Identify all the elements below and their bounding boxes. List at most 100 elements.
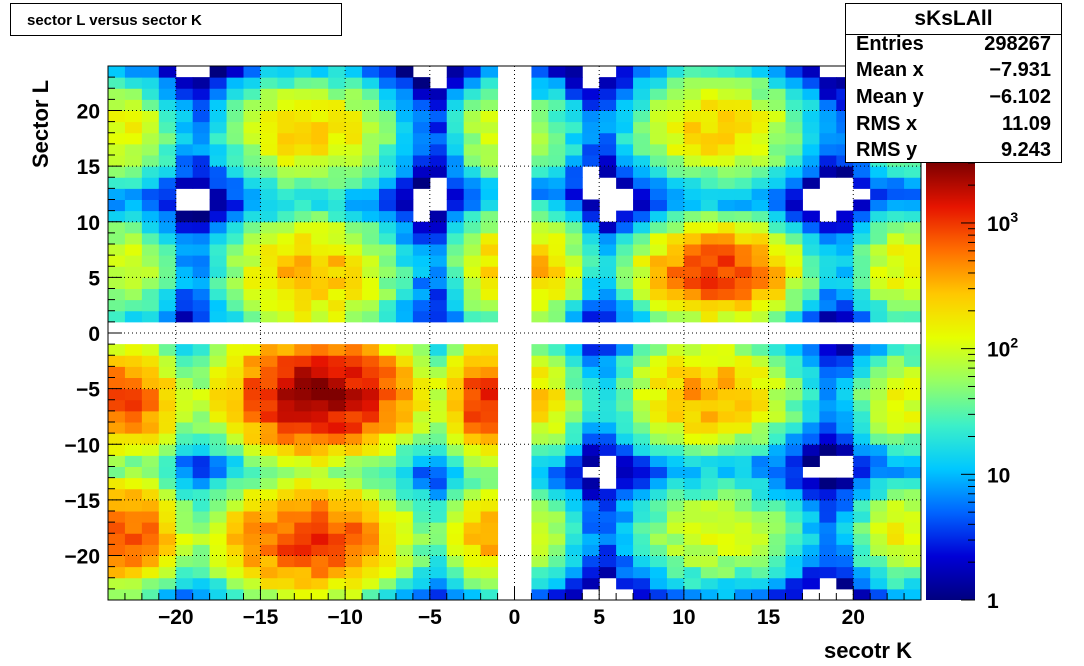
heatmap-cell bbox=[379, 244, 397, 256]
heatmap-cell bbox=[531, 488, 549, 501]
heatmap-cell bbox=[345, 433, 363, 445]
heatmap-cell bbox=[311, 433, 329, 445]
heatmap-cell bbox=[243, 166, 261, 178]
heatmap-cell bbox=[345, 577, 363, 590]
heatmap-cell bbox=[277, 544, 295, 556]
heatmap-cell bbox=[294, 310, 312, 323]
heatmap-cell bbox=[802, 288, 820, 301]
heatmap-cell bbox=[294, 544, 312, 556]
stat-value: −6.102 bbox=[989, 86, 1051, 108]
heatmap-cell bbox=[548, 266, 566, 278]
heatmap-cell bbox=[379, 155, 397, 167]
heatmap-cell bbox=[734, 199, 753, 212]
y-tick-label: −5 bbox=[76, 379, 100, 402]
heatmap-cell bbox=[141, 544, 160, 556]
heatmap-cell bbox=[175, 344, 194, 356]
heatmap-cell bbox=[904, 210, 922, 223]
heatmap-cell bbox=[751, 255, 770, 267]
heatmap-cell bbox=[616, 377, 634, 390]
heatmap-cell bbox=[683, 221, 702, 234]
heatmap-cell bbox=[548, 433, 566, 445]
heatmap-cell bbox=[294, 388, 312, 401]
heatmap-cell bbox=[412, 555, 431, 568]
heatmap-cell bbox=[141, 377, 160, 390]
heatmap-cell bbox=[650, 544, 668, 556]
heatmap-cell bbox=[226, 166, 244, 178]
heatmap-cell bbox=[785, 177, 803, 189]
heatmap-cell bbox=[700, 155, 719, 167]
heatmap-cell bbox=[870, 499, 888, 512]
heatmap-cell bbox=[700, 288, 719, 301]
heatmap-cell bbox=[683, 255, 702, 267]
heatmap-cell bbox=[463, 433, 482, 445]
stat-value: 298267 bbox=[984, 33, 1051, 55]
heatmap-cell bbox=[141, 288, 160, 301]
heatmap-cell bbox=[836, 388, 854, 401]
heatmap-cell bbox=[531, 221, 549, 234]
heatmap-cell bbox=[717, 433, 736, 445]
heatmap-cell bbox=[362, 266, 380, 278]
heatmap-cell bbox=[599, 143, 617, 156]
heatmap-cell bbox=[175, 577, 194, 590]
heatmap-cell bbox=[175, 455, 194, 467]
heatmap-cell bbox=[904, 355, 922, 367]
heatmap-cell bbox=[751, 533, 770, 545]
heatmap-cell bbox=[175, 221, 194, 234]
heatmap-cell bbox=[819, 555, 837, 568]
heatmap-cell bbox=[582, 433, 600, 445]
heatmap-cell bbox=[785, 466, 803, 479]
heatmap-cell bbox=[463, 221, 482, 234]
heatmap-cell bbox=[616, 544, 634, 556]
heatmap-cell bbox=[395, 388, 414, 401]
heatmap-cell bbox=[446, 533, 465, 545]
heatmap-cell bbox=[768, 132, 786, 145]
heatmap-cell bbox=[108, 66, 126, 78]
heatmap-cell bbox=[700, 555, 719, 568]
heatmap-cell bbox=[226, 221, 244, 234]
heatmap-cell bbox=[683, 555, 702, 568]
heatmap-cell bbox=[175, 277, 194, 289]
heatmap-cell bbox=[108, 155, 126, 167]
heatmap-cell bbox=[446, 477, 465, 490]
heatmap-cell bbox=[328, 166, 346, 178]
heatmap-cell bbox=[734, 99, 753, 111]
heatmap-cell bbox=[379, 410, 397, 423]
heatmap-cell bbox=[683, 344, 702, 356]
heatmap-cell bbox=[887, 522, 905, 534]
heatmap-cell bbox=[599, 99, 617, 111]
heatmap-cell bbox=[175, 533, 194, 545]
heatmap-cell bbox=[768, 444, 786, 456]
heatmap-cell bbox=[480, 555, 499, 568]
heatmap-cell bbox=[700, 388, 719, 401]
heatmap-cell bbox=[446, 388, 465, 401]
heatmap-cell bbox=[582, 410, 600, 423]
heatmap-cell bbox=[802, 210, 820, 223]
heatmap-cell bbox=[345, 199, 363, 212]
heatmap-cell bbox=[785, 66, 803, 78]
heatmap-cell bbox=[683, 266, 702, 278]
heatmap-cell bbox=[853, 344, 871, 356]
heatmap-cell bbox=[616, 310, 634, 323]
heatmap-cell bbox=[751, 221, 770, 234]
heatmap-cell bbox=[734, 511, 753, 523]
heatmap-cell bbox=[345, 422, 363, 434]
heatmap-cell bbox=[260, 66, 278, 78]
heatmap-cell bbox=[158, 355, 177, 367]
heatmap-cell bbox=[277, 344, 295, 356]
heatmap-cell bbox=[785, 410, 803, 423]
heatmap-cell bbox=[785, 499, 803, 512]
heatmap-cell bbox=[226, 511, 244, 523]
heatmap-cell bbox=[260, 533, 278, 545]
heatmap-cell bbox=[531, 199, 549, 212]
heatmap-cell bbox=[192, 221, 211, 234]
heatmap-cell bbox=[294, 399, 312, 412]
heatmap-cell bbox=[260, 255, 278, 267]
heatmap-cell bbox=[175, 499, 194, 512]
heatmap-cell bbox=[616, 511, 634, 523]
heatmap-cell bbox=[124, 444, 143, 456]
heatmap-cell bbox=[328, 277, 346, 289]
heatmap-cell bbox=[395, 555, 414, 568]
heatmap-cell bbox=[751, 288, 770, 301]
heatmap-cell bbox=[616, 177, 634, 189]
heatmap-cell bbox=[565, 210, 583, 223]
